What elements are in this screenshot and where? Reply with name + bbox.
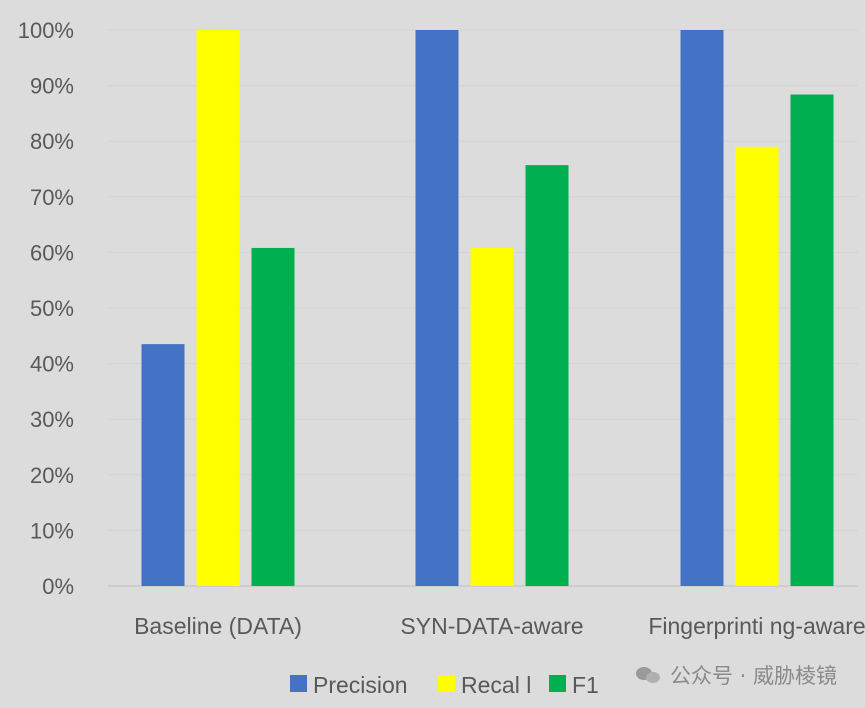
bar-precision: [141, 344, 185, 586]
y-tick-label: 10%: [30, 518, 74, 543]
legend-swatch: [290, 675, 307, 692]
y-tick-label: 70%: [30, 185, 74, 210]
legend-swatch: [549, 675, 566, 692]
x-category-label: SYN-DATA-aware: [400, 613, 583, 639]
bar-f1: [790, 94, 834, 586]
legend-label: F1: [572, 672, 599, 698]
legend-swatch: [438, 675, 455, 692]
y-tick-label: 50%: [30, 296, 74, 321]
y-tick-label: 30%: [30, 407, 74, 432]
y-tick-label: 90%: [30, 74, 74, 99]
watermark-text: 公众号 · 威胁棱镜: [669, 664, 837, 688]
bar-recal-l: [196, 30, 240, 586]
bar-precision: [415, 30, 459, 586]
bar-f1: [251, 247, 295, 586]
bar-precision: [680, 30, 724, 586]
bar-recal-l: [470, 247, 514, 586]
y-tick-label: 100%: [18, 18, 74, 43]
y-tick-label: 80%: [30, 129, 74, 154]
y-tick-label: 0%: [42, 574, 74, 599]
legend-label: Precision: [313, 672, 408, 698]
wechat-icon: [635, 665, 662, 685]
watermark: 公众号 · 威胁棱镜: [635, 660, 837, 690]
bar-f1: [525, 165, 569, 586]
y-tick-label: 20%: [30, 463, 74, 488]
x-category-label: Fingerprinti ng-aware: [648, 613, 865, 639]
y-tick-label: 60%: [30, 240, 74, 265]
x-category-label: Baseline (DATA): [134, 613, 302, 639]
y-tick-label: 40%: [30, 352, 74, 377]
legend-label: Recal l: [461, 672, 531, 698]
bar-recal-l: [735, 146, 779, 586]
